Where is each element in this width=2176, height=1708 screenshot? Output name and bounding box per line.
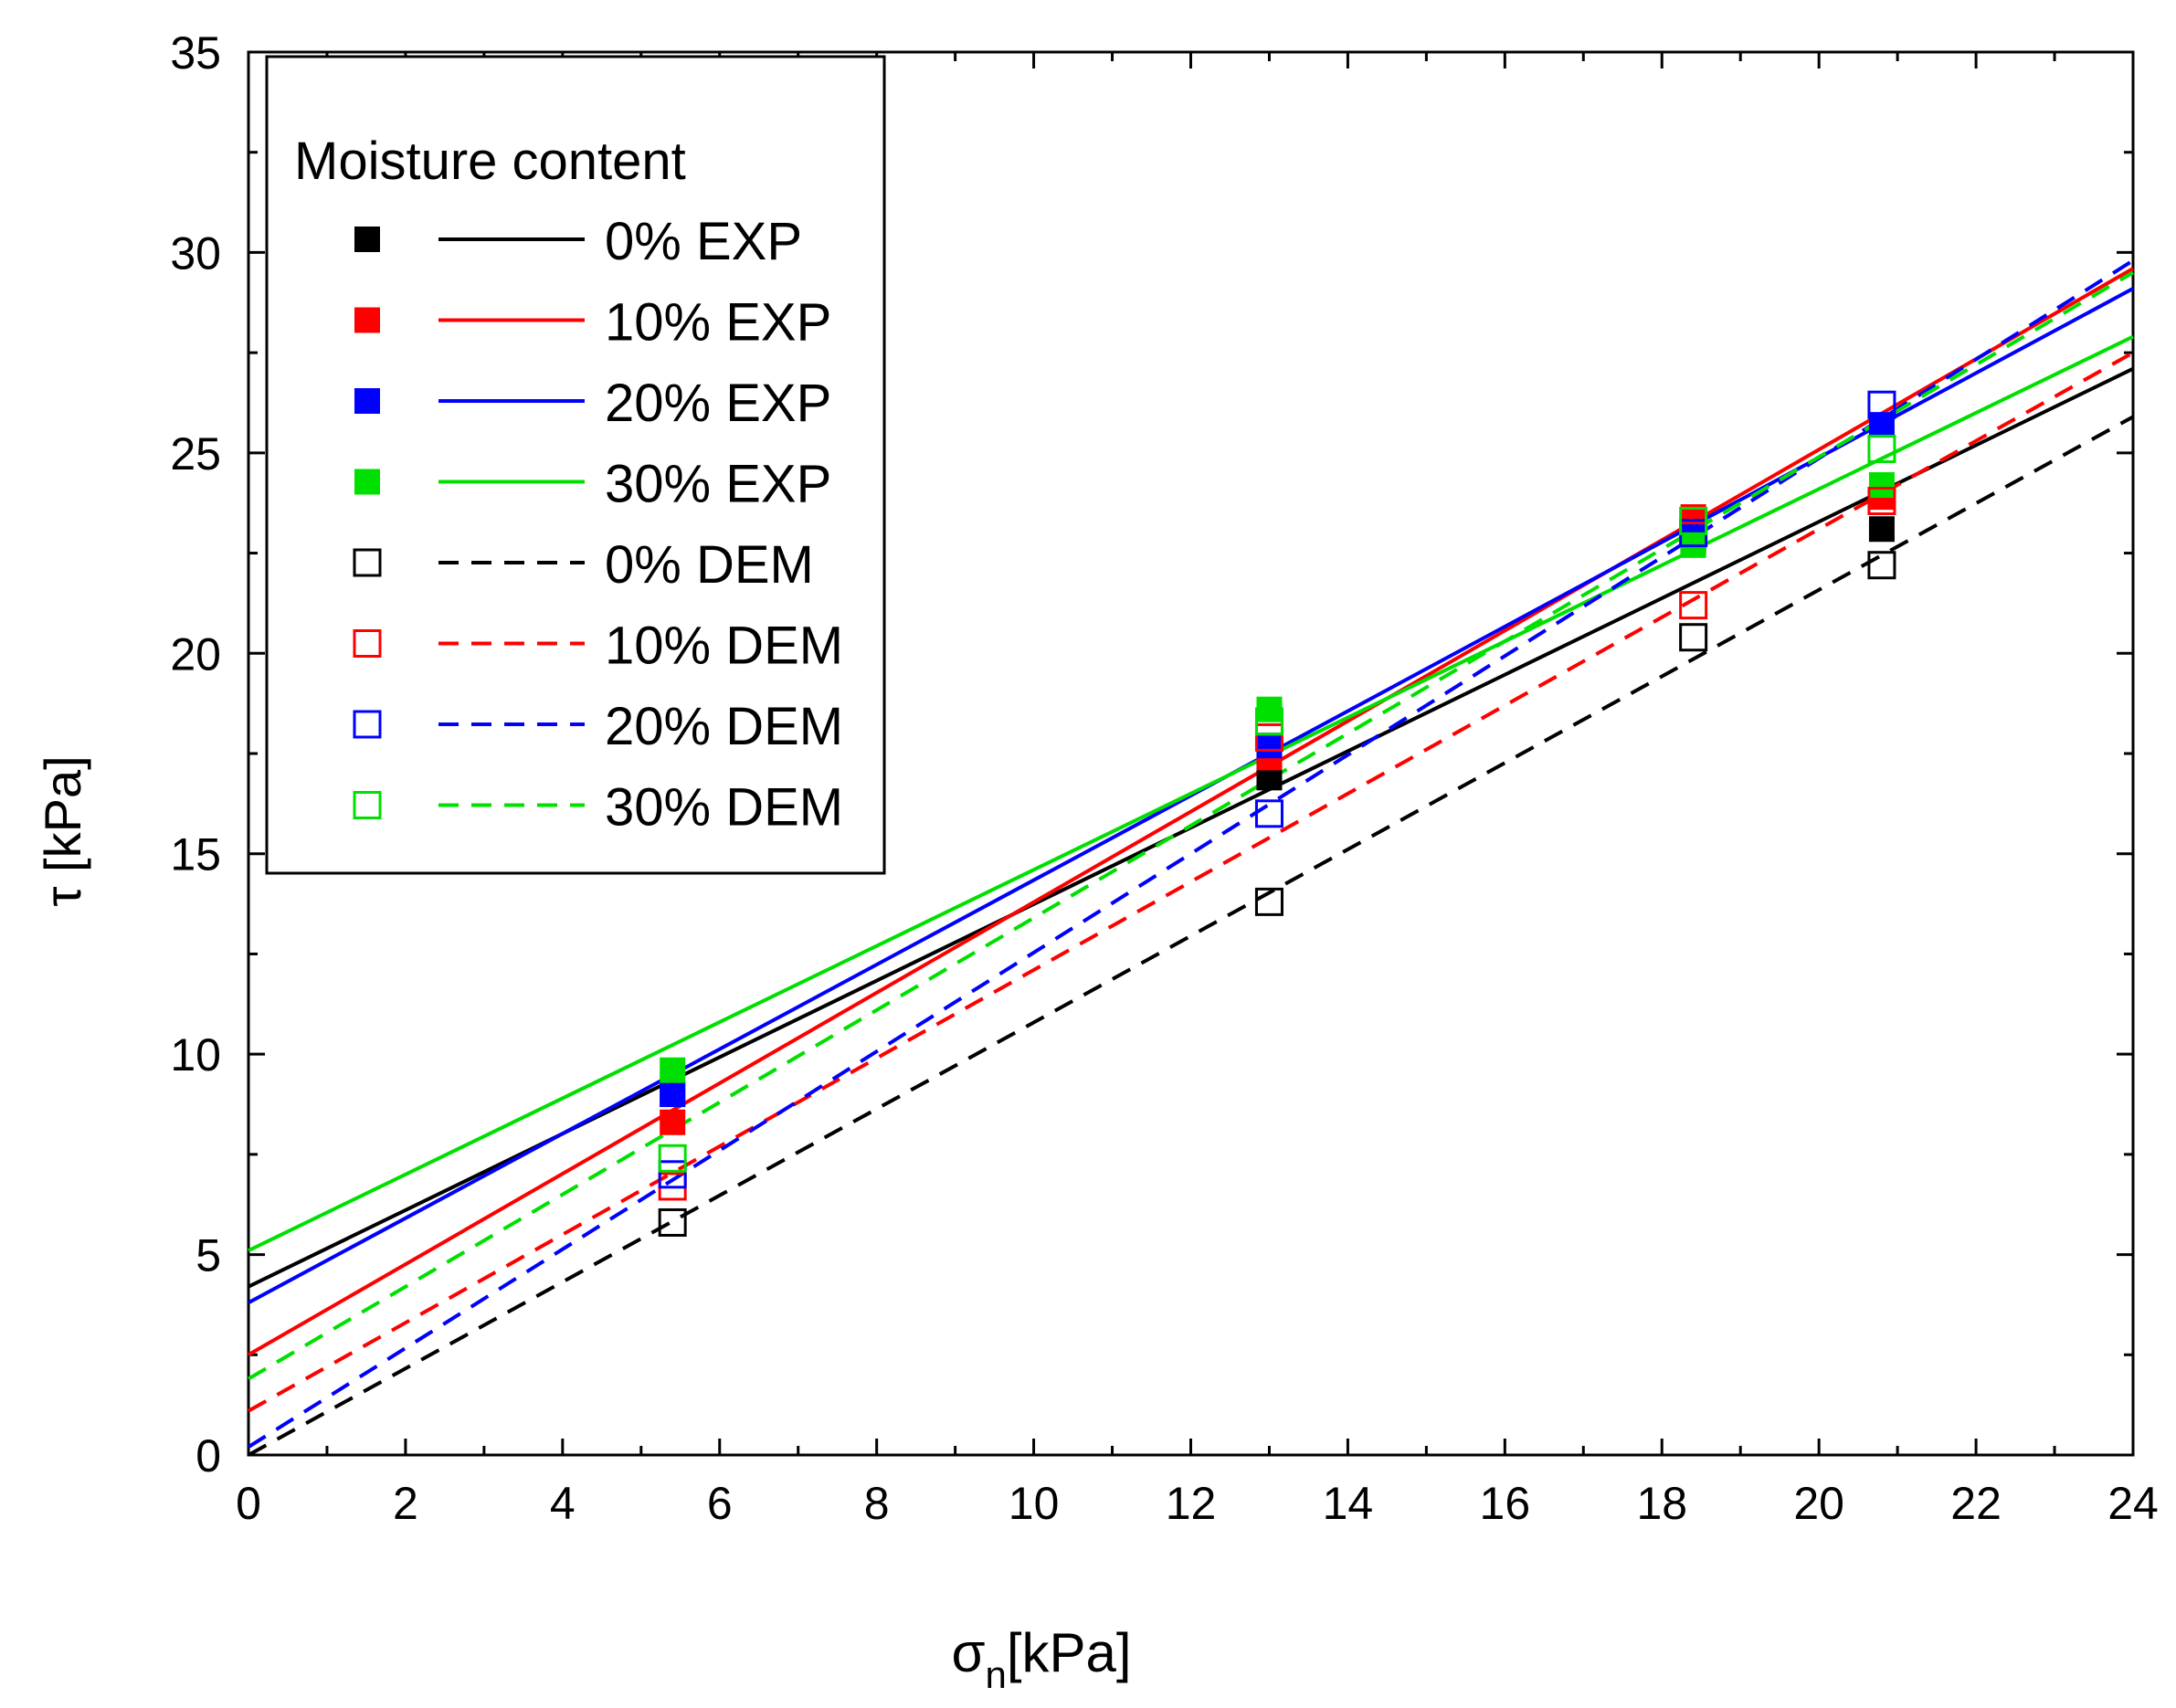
x-tick-label: 6 <box>707 1478 733 1529</box>
y-axis-label: τ [kPa] <box>34 755 91 906</box>
legend-label: 10% DEM <box>605 617 843 676</box>
legend-label: 20% EXP <box>605 374 831 433</box>
x-tick-label: 8 <box>864 1478 890 1529</box>
data-point-20pct-exp <box>1868 412 1895 438</box>
fit-line-30pct-exp <box>248 334 2134 1252</box>
legend-label: 20% DEM <box>605 697 843 756</box>
legend-label: 30% DEM <box>605 778 843 838</box>
fit-lines <box>247 258 2135 1457</box>
data-points <box>658 390 1896 1237</box>
data-point-30pct-dem <box>1867 434 1896 463</box>
fit-line-0pct-dem <box>248 415 2134 1457</box>
y-tick-label: 10 <box>170 1029 221 1081</box>
x-tick-label: 4 <box>550 1478 576 1529</box>
data-point-0pct-dem <box>658 1207 687 1237</box>
data-point-0pct-dem <box>1867 551 1896 580</box>
y-tick-label: 5 <box>195 1230 221 1281</box>
legend-marker <box>354 388 380 414</box>
legend-label: 0% DEM <box>605 535 814 595</box>
y-tick-label: 35 <box>170 27 221 79</box>
legend-label: 0% EXP <box>605 212 802 271</box>
x-tick-label: 22 <box>1950 1478 2002 1529</box>
x-tick-label: 12 <box>1166 1478 1217 1529</box>
data-point-10pct-dem <box>1867 487 1896 516</box>
data-point-0pct-dem <box>1254 887 1283 916</box>
data-point-10pct-dem <box>1679 591 1708 620</box>
data-point-20pct-exp <box>660 1081 686 1108</box>
x-axis-label-subscript: n <box>985 1653 1006 1696</box>
x-tick-label: 20 <box>1793 1478 1844 1529</box>
x-tick-label: 18 <box>1636 1478 1687 1529</box>
legend: Moisture content 0% EXP 10% EXP 20% EXP 30% … <box>265 55 886 875</box>
y-tick-label: 0 <box>195 1430 221 1481</box>
x-axis-label: σn[kPa] <box>951 1622 1131 1696</box>
x-tick-label: 24 <box>2107 1478 2159 1529</box>
y-tick-label: 15 <box>170 829 221 880</box>
legend-marker <box>353 629 382 658</box>
fit-line-10pct-exp <box>248 267 2134 1357</box>
legend-label: 30% EXP <box>605 455 831 514</box>
data-point-10pct-exp <box>660 1109 686 1135</box>
y-tick-label: 20 <box>170 628 221 680</box>
x-tick-label: 2 <box>393 1478 418 1529</box>
legend-marker <box>353 710 382 739</box>
data-point-20pct-dem <box>658 1160 687 1189</box>
data-point-20pct-dem <box>1254 799 1283 828</box>
x-tick-label: 14 <box>1323 1478 1374 1529</box>
data-point-10pct-dem <box>1254 722 1283 752</box>
legend-marker <box>354 307 380 333</box>
x-tick-label: 0 <box>236 1478 261 1529</box>
x-axis-label-unit: [kPa] <box>1007 1622 1132 1683</box>
data-point-30pct-exp <box>1868 471 1895 498</box>
data-point-30pct-exp <box>660 1057 686 1083</box>
x-tick-label: 16 <box>1480 1478 1531 1529</box>
x-tick-label: 10 <box>1009 1478 1060 1529</box>
data-point-20pct-dem <box>1867 390 1896 419</box>
data-point-0pct-dem <box>1679 623 1708 652</box>
data-point-20pct-exp <box>1256 733 1283 759</box>
legend-label: 10% EXP <box>605 293 831 353</box>
y-tick-label: 30 <box>170 227 221 279</box>
legend-title: Moisture content <box>294 132 686 191</box>
y-tick-label: 25 <box>170 428 221 480</box>
data-point-30pct-dem <box>1254 707 1283 736</box>
legend-marker <box>353 791 382 819</box>
data-point-30pct-dem <box>658 1144 687 1173</box>
legend-marker <box>354 469 380 495</box>
x-axis-label-symbol: σ <box>951 1622 985 1683</box>
legend-marker <box>354 227 380 252</box>
legend-marker <box>353 548 382 577</box>
fit-line-30pct-dem <box>247 270 2135 1381</box>
data-point-30pct-dem <box>1679 506 1708 535</box>
data-point-0pct-exp <box>1868 516 1895 543</box>
